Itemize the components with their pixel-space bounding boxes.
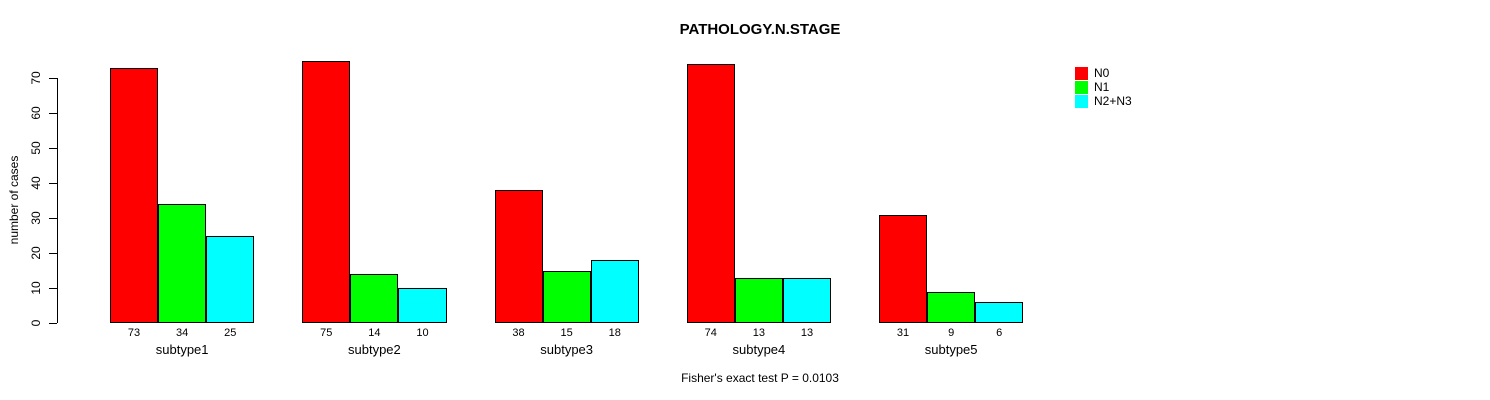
bar-value-label: 31 (896, 327, 910, 339)
x-category-label-subtype1: subtype1 (155, 342, 209, 357)
bar-value-label: 34 (176, 327, 189, 339)
bar-value-label: 15 (560, 327, 573, 339)
x-category-label-subtype2: subtype2 (348, 342, 401, 357)
bar-subtype4-N0 (686, 64, 735, 323)
legend: N0 N1 N2+N3 (1075, 66, 1132, 108)
legend-label: N1 (1094, 79, 1110, 94)
x-category-label-subtype5: subtype5 (924, 342, 978, 357)
y-tick-label: 0 (29, 319, 43, 327)
chart-title: PATHOLOGY.N.STAGE (679, 21, 841, 38)
bar-subtype2-N0 (302, 60, 351, 323)
stats-annotation: Fisher's exact test P = 0.0103 (681, 371, 839, 385)
legend-item-N0: N0 (1075, 66, 1132, 80)
y-tick-label: 60 (29, 106, 43, 120)
bar-subtype4-N2+N3 (782, 277, 832, 323)
bar-value-label: 14 (368, 327, 381, 339)
legend-swatch (1075, 94, 1088, 108)
bar-value-label: 75 (320, 327, 333, 339)
y-tick-label: 50 (29, 141, 43, 155)
y-tick-label: 30 (29, 211, 43, 225)
bar-value-label: 13 (752, 327, 766, 339)
bar-subtype2-N1 (350, 274, 399, 323)
bar-value-label: 13 (800, 327, 814, 339)
bar-subtype3-N0 (494, 190, 543, 323)
y-tick-label: 20 (29, 246, 43, 260)
bar-value-label: 38 (512, 327, 525, 339)
bar-subtype1-N0 (110, 67, 159, 323)
bar-value-label: 18 (608, 327, 621, 339)
bar-subtype4-N1 (734, 277, 783, 323)
bar-subtype2-N2+N3 (398, 288, 447, 323)
y-tick-label: 10 (29, 281, 43, 295)
bar-subtype5-N0 (879, 214, 928, 323)
bar-subtype1-N1 (158, 204, 207, 323)
x-category-label-subtype3: subtype3 (540, 342, 594, 357)
bar-value-label: 6 (996, 327, 1003, 339)
legend-swatch (1075, 66, 1088, 80)
bar-subtype5-N2+N3 (975, 302, 1024, 323)
legend-label: N2+N3 (1094, 93, 1132, 108)
bar-subtype3-N2+N3 (590, 260, 639, 323)
bar-value-label: 10 (416, 327, 429, 339)
y-axis-label: number of cases (7, 155, 21, 245)
bar-subtype5-N1 (927, 291, 976, 323)
legend-label: N0 (1094, 65, 1110, 80)
bar-value-label: 25 (224, 327, 237, 339)
legend-item-N1: N1 (1075, 80, 1132, 94)
bar-value-label: 9 (948, 327, 955, 339)
bar-value-label: 73 (127, 327, 141, 339)
y-tick-label: 40 (29, 176, 43, 190)
x-category-label-subtype4: subtype4 (732, 342, 786, 357)
y-tick-label: 70 (29, 71, 43, 85)
legend-item-N2+N3: N2+N3 (1075, 94, 1132, 108)
bar-subtype3-N1 (542, 270, 591, 323)
bar-subtype1-N2+N3 (206, 235, 255, 323)
legend-swatch (1075, 80, 1088, 94)
bar-value-label: 74 (704, 327, 717, 339)
